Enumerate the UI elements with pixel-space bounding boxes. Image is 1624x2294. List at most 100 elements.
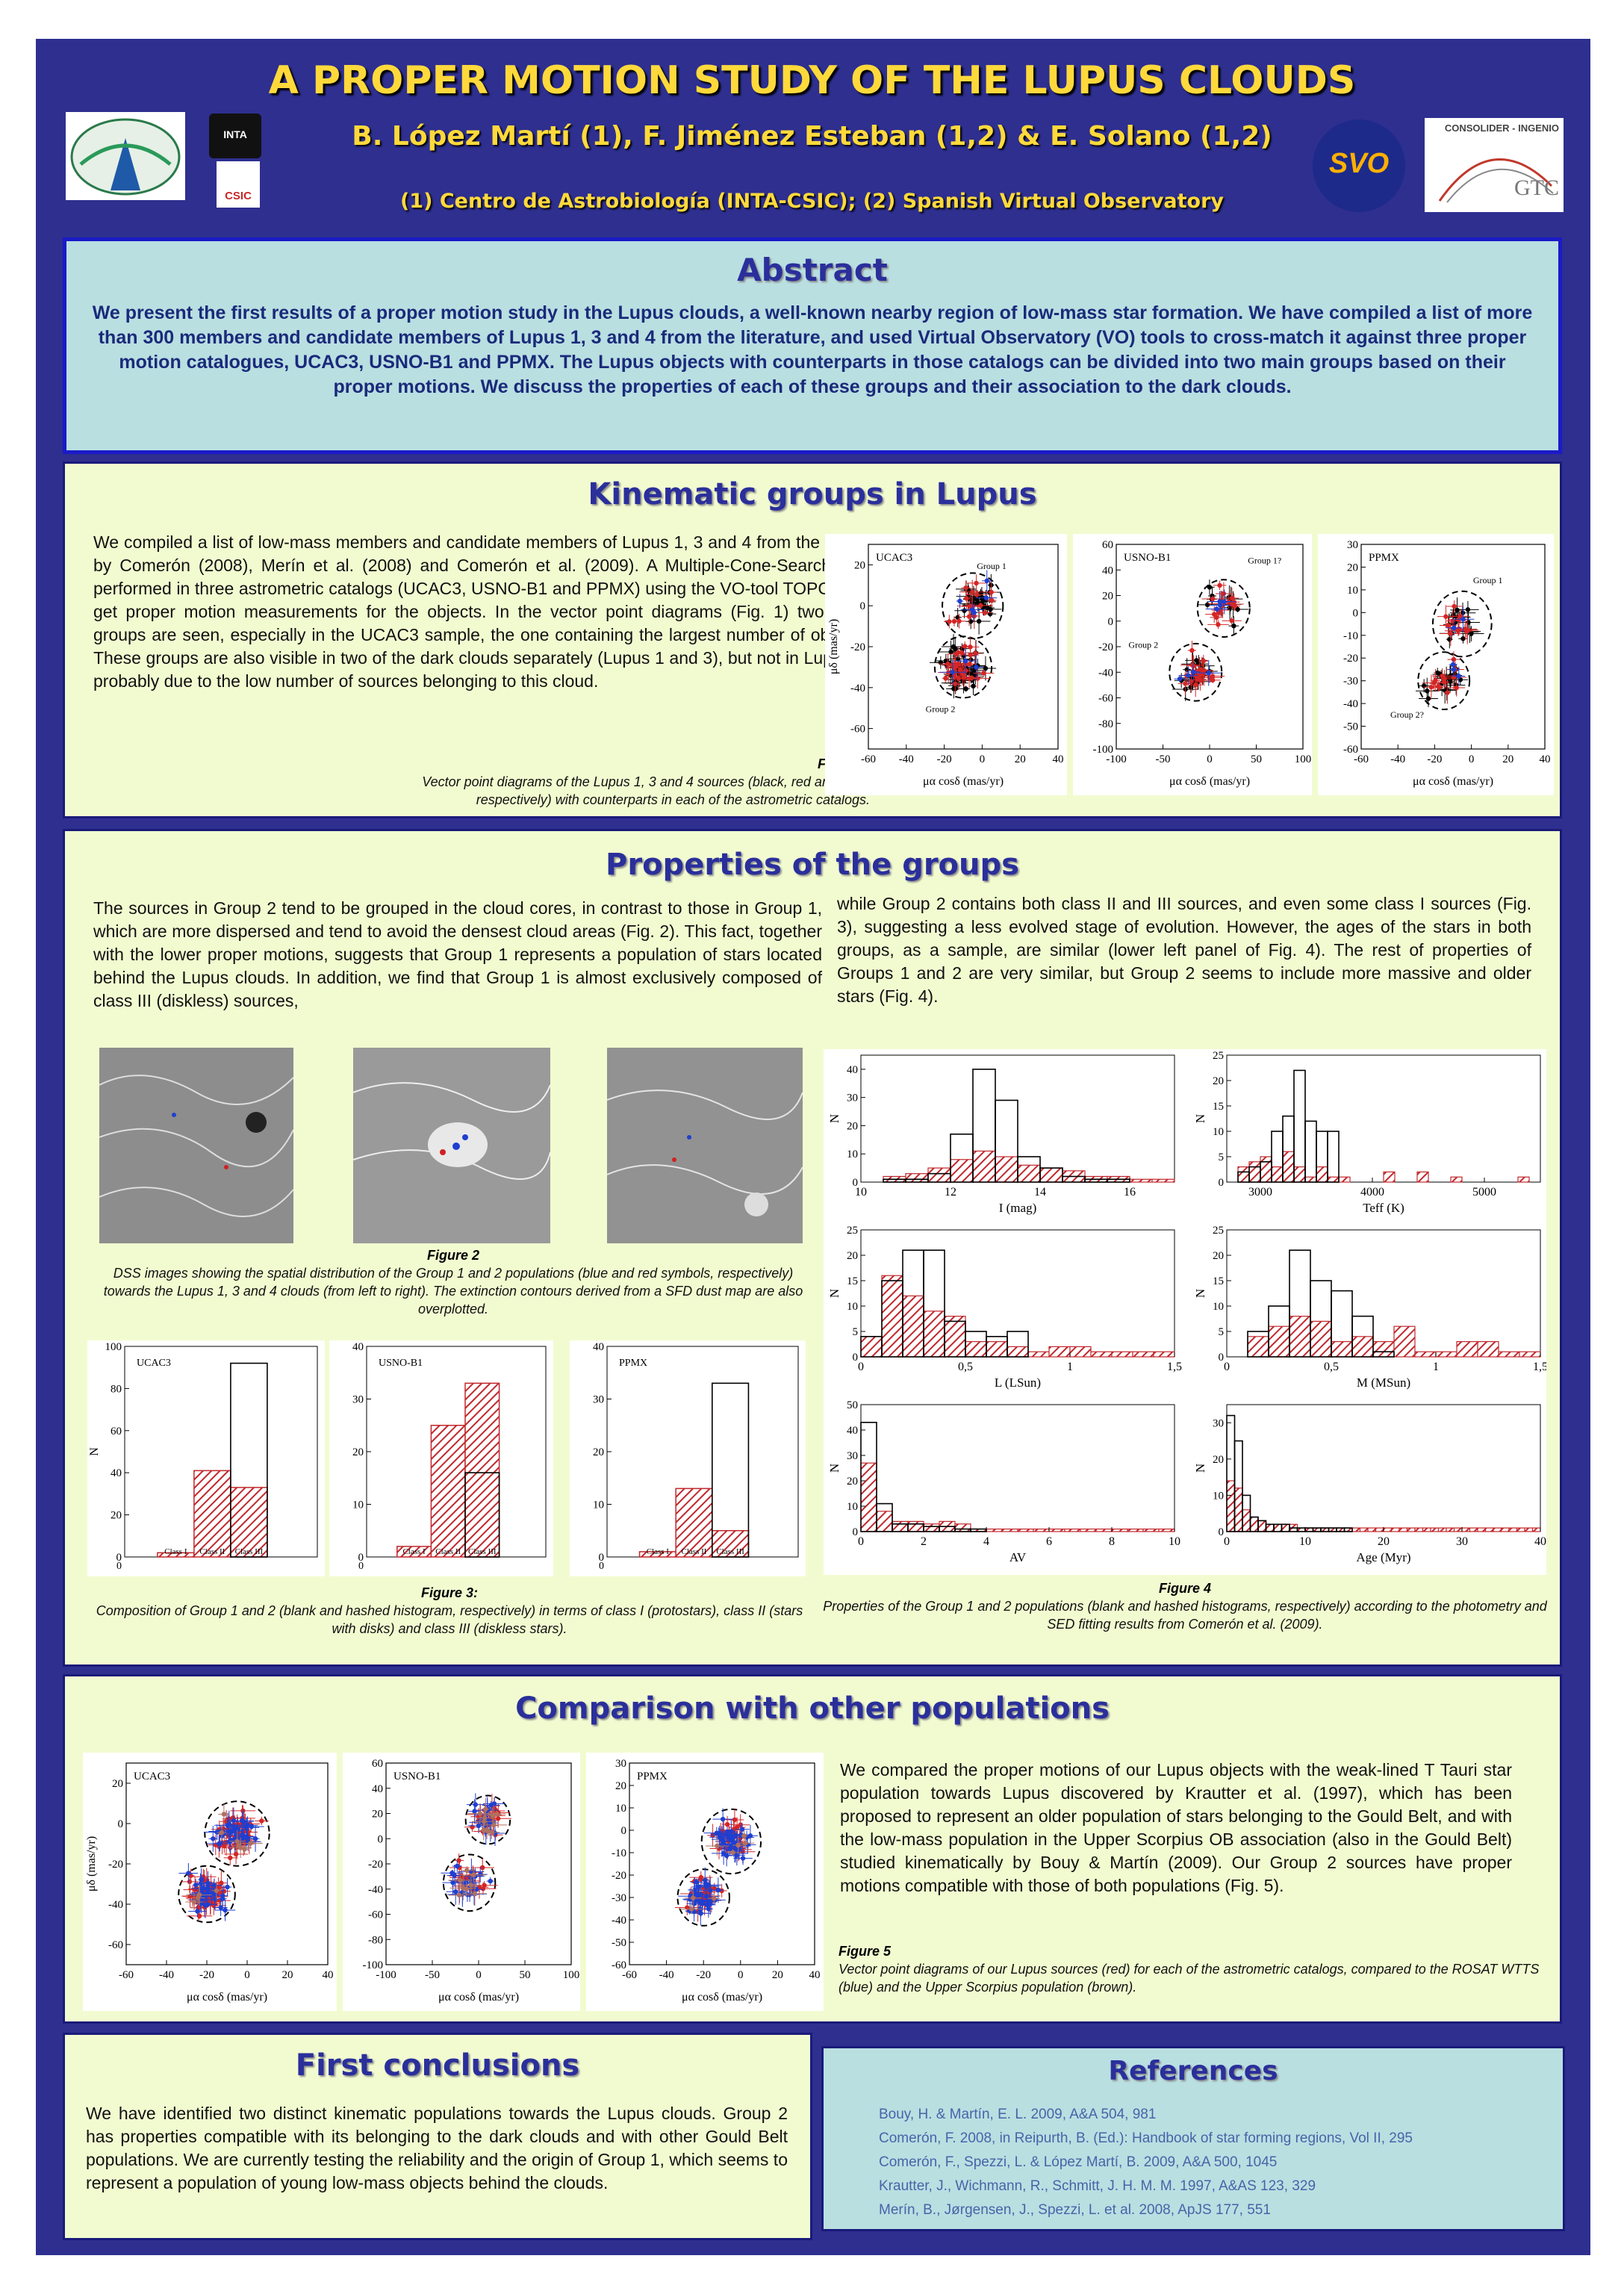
data-point	[698, 1874, 704, 1880]
data-point	[1451, 667, 1457, 672]
hist-bar-group2	[1316, 1166, 1328, 1183]
group-label: Group 2	[1128, 639, 1158, 650]
properties-text-right: while Group 2 contains both class II and…	[837, 894, 1531, 1006]
y-tick-label: 0	[358, 1552, 364, 1564]
data-point	[471, 1872, 476, 1878]
x-axis-label: μα cosδ (mas/yr)	[187, 1991, 267, 2004]
data-point	[688, 1906, 694, 1912]
x-tick-label: 12	[945, 1186, 956, 1199]
x-axis-label: μα cosδ (mas/yr)	[1169, 775, 1250, 788]
reference-item: Comerón, F. 2008, in Reipurth, B. (Ed.):…	[879, 2130, 1413, 2146]
data-point	[221, 1812, 227, 1817]
x-tick-label: 20	[772, 1969, 783, 1981]
x-tick-label: 8	[1109, 1535, 1115, 1548]
x-tick-label: 20	[1378, 1535, 1390, 1548]
data-point	[456, 1892, 462, 1898]
data-point	[971, 610, 977, 615]
data-point	[1221, 591, 1227, 597]
data-point	[962, 608, 967, 613]
y-tick-label: 100	[105, 1341, 122, 1353]
hist-bar-group2	[1414, 1527, 1424, 1532]
hist-bar-group2	[1367, 1527, 1377, 1532]
y-tick-label: -30	[612, 1892, 626, 1904]
hist-bar-group2	[1248, 1161, 1261, 1183]
data-point	[234, 1838, 240, 1844]
x-tick-label: 40	[1540, 753, 1551, 765]
fig1-label: Figure 1	[513, 756, 870, 772]
y-tick-label: 0	[1219, 1526, 1225, 1538]
y-tick-label: -80	[1098, 718, 1113, 730]
data-point	[1456, 674, 1461, 679]
y-axis-label: μδ (mas/yr)	[85, 1836, 98, 1892]
data-point	[1229, 595, 1235, 601]
y-axis-label: N	[1193, 1289, 1207, 1298]
inta-logo: INTA	[209, 114, 261, 158]
y-tick-label: 10	[1213, 1490, 1224, 1502]
category-label: Class I	[402, 1547, 426, 1556]
x-tick-label: 0	[738, 1969, 744, 1981]
y-tick-label: 30	[1347, 539, 1358, 551]
y-tick-label: 10	[1347, 585, 1358, 597]
csic-logo-text: CSIC	[225, 190, 252, 202]
y-tick-label: 10	[352, 1499, 364, 1511]
y-tick-label: 20	[1213, 1250, 1224, 1262]
x-axis-label: μα cosδ (mas/yr)	[1413, 775, 1493, 788]
properties-text-left: The sources in Group 2 tend to be groupe…	[93, 898, 822, 1010]
y-tick-label: -60	[612, 1959, 626, 1971]
data-point	[187, 1879, 193, 1885]
data-point	[1217, 599, 1222, 604]
x-tick-label: 2	[921, 1535, 927, 1548]
data-point	[1189, 647, 1195, 653]
kinematic-panel: Kinematic groups in Lupus We compiled a …	[63, 461, 1562, 818]
hist-bar-group2	[1017, 1164, 1041, 1183]
x-origin-label: 0	[599, 1561, 604, 1572]
group-ellipse	[933, 635, 993, 699]
data-point	[735, 1842, 741, 1848]
data-point	[984, 578, 989, 583]
data-point	[1431, 680, 1437, 686]
data-point	[738, 1822, 743, 1827]
data-point	[963, 585, 968, 591]
hist-bar-group2	[1399, 1527, 1408, 1532]
data-point	[720, 1816, 726, 1822]
data-point	[966, 676, 972, 681]
hist-bar-group2	[1111, 1528, 1128, 1532]
x-tick-label: 20	[1502, 753, 1513, 765]
poster-title: A PROPER MOTION STUDY OF THE LUPUS CLOUD…	[268, 58, 1356, 103]
hist-bar-group2	[1393, 1325, 1416, 1358]
data-point	[743, 1841, 748, 1846]
y-tick-label: 20	[352, 1446, 364, 1458]
group-label: Group 1?	[1248, 555, 1281, 565]
y-tick-label: 0	[599, 1552, 605, 1564]
data-point	[974, 592, 980, 597]
fig5-panel-usnob1: -100 -50 0 50 100 -100 -80 -60 -40 -20 0 20 40 60 USNO…	[343, 1753, 580, 2011]
hist-bar-group2	[950, 1159, 974, 1183]
data-point	[476, 1823, 482, 1829]
conclusions-heading: First conclusions	[295, 2048, 580, 2083]
category-label: Class III	[235, 1547, 264, 1556]
y-tick-label: 40	[372, 1783, 383, 1795]
hist-bar-group2	[1226, 1480, 1236, 1532]
panel-label: USNO-B1	[379, 1358, 423, 1369]
hist-bar-group1	[1327, 1131, 1340, 1183]
data-point	[1445, 690, 1450, 695]
y-tick-label: 15	[1213, 1275, 1224, 1287]
reference-item: Krautter, J., Wichmann, R., Schmitt, J. …	[879, 2178, 1316, 2194]
x-tick-label: -50	[1156, 753, 1171, 765]
hist-bar-group1	[923, 1249, 945, 1358]
data-point	[452, 1889, 458, 1894]
hist-bar-group2	[1039, 1167, 1063, 1183]
fig3-caption: Composition of Group 1 and 2 (blank and …	[96, 1603, 803, 1636]
x-tick-label: 1,5	[1167, 1361, 1182, 1373]
data-point	[214, 1888, 220, 1893]
data-point	[228, 1855, 233, 1861]
fig2-lupus1-contours	[99, 1075, 294, 1217]
kinematic-text: We compiled a list of low-mass members a…	[93, 532, 870, 691]
hist-bar-group2	[1327, 1176, 1340, 1183]
y-tick-label: -60	[368, 1909, 383, 1921]
y-tick-label: 30	[615, 1758, 626, 1770]
data-point	[1188, 684, 1194, 690]
data-point	[1198, 677, 1203, 683]
data-point	[982, 610, 988, 615]
fig4-label: Figure 4	[1158, 1581, 1211, 1596]
